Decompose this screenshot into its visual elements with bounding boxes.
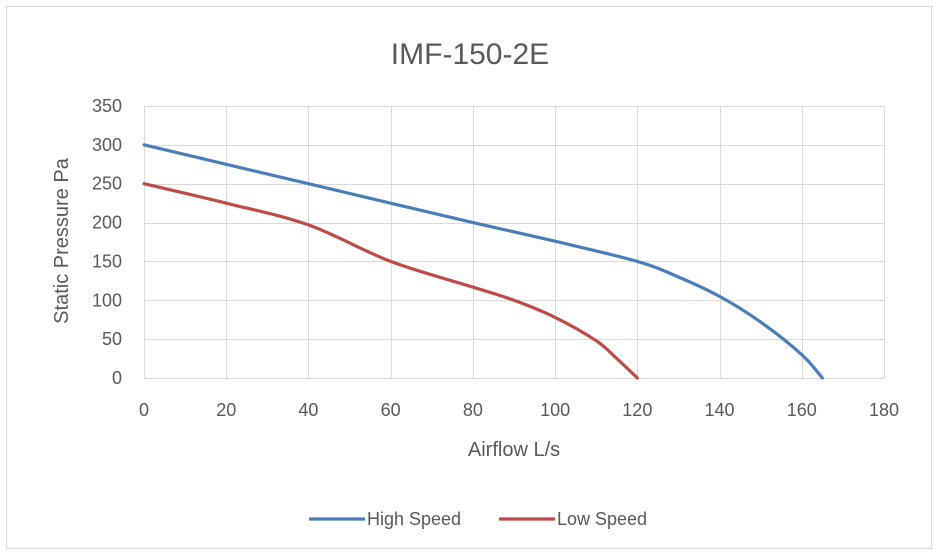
tick-labels: 0 20 40 60 80 100 120 140 160 180 0 50 100 150 200 250 3… (92, 96, 899, 420)
series-line-high-speed (142, 143, 824, 380)
y-tick-label: 200 (92, 213, 122, 233)
y-tick-label: 150 (92, 251, 122, 271)
x-tick-label: 60 (381, 400, 401, 420)
x-tick-label: 180 (869, 400, 899, 420)
chart-title: IMF-150-2E (391, 38, 549, 71)
chart-border (6, 6, 932, 549)
y-axis-label: Static Pressure Pa (51, 157, 73, 324)
x-tick-label: 0 (139, 400, 149, 420)
x-tick-label: 40 (298, 400, 318, 420)
x-tick-label: 100 (540, 400, 570, 420)
y-tick-label: 50 (102, 329, 122, 349)
y-tick-label: 0 (112, 368, 122, 388)
x-tick-label: 140 (705, 400, 735, 420)
x-tick-label: 120 (622, 400, 652, 420)
y-tick-label: 350 (92, 96, 122, 116)
y-tick-label: 250 (92, 174, 122, 194)
data-series (142, 143, 824, 380)
x-axis-label: Airflow L/s (468, 439, 560, 461)
legend-label-high-speed: High Speed (367, 509, 461, 529)
x-tick-label: 20 (216, 400, 236, 420)
legend: High Speed Low Speed (309, 509, 647, 529)
series-line-low-speed (142, 182, 639, 380)
y-tick-label: 100 (92, 290, 122, 310)
y-tick-label: 300 (92, 135, 122, 155)
x-tick-label: 80 (463, 400, 483, 420)
legend-label-low-speed: Low Speed (557, 509, 647, 529)
x-tick-label: 160 (787, 400, 817, 420)
